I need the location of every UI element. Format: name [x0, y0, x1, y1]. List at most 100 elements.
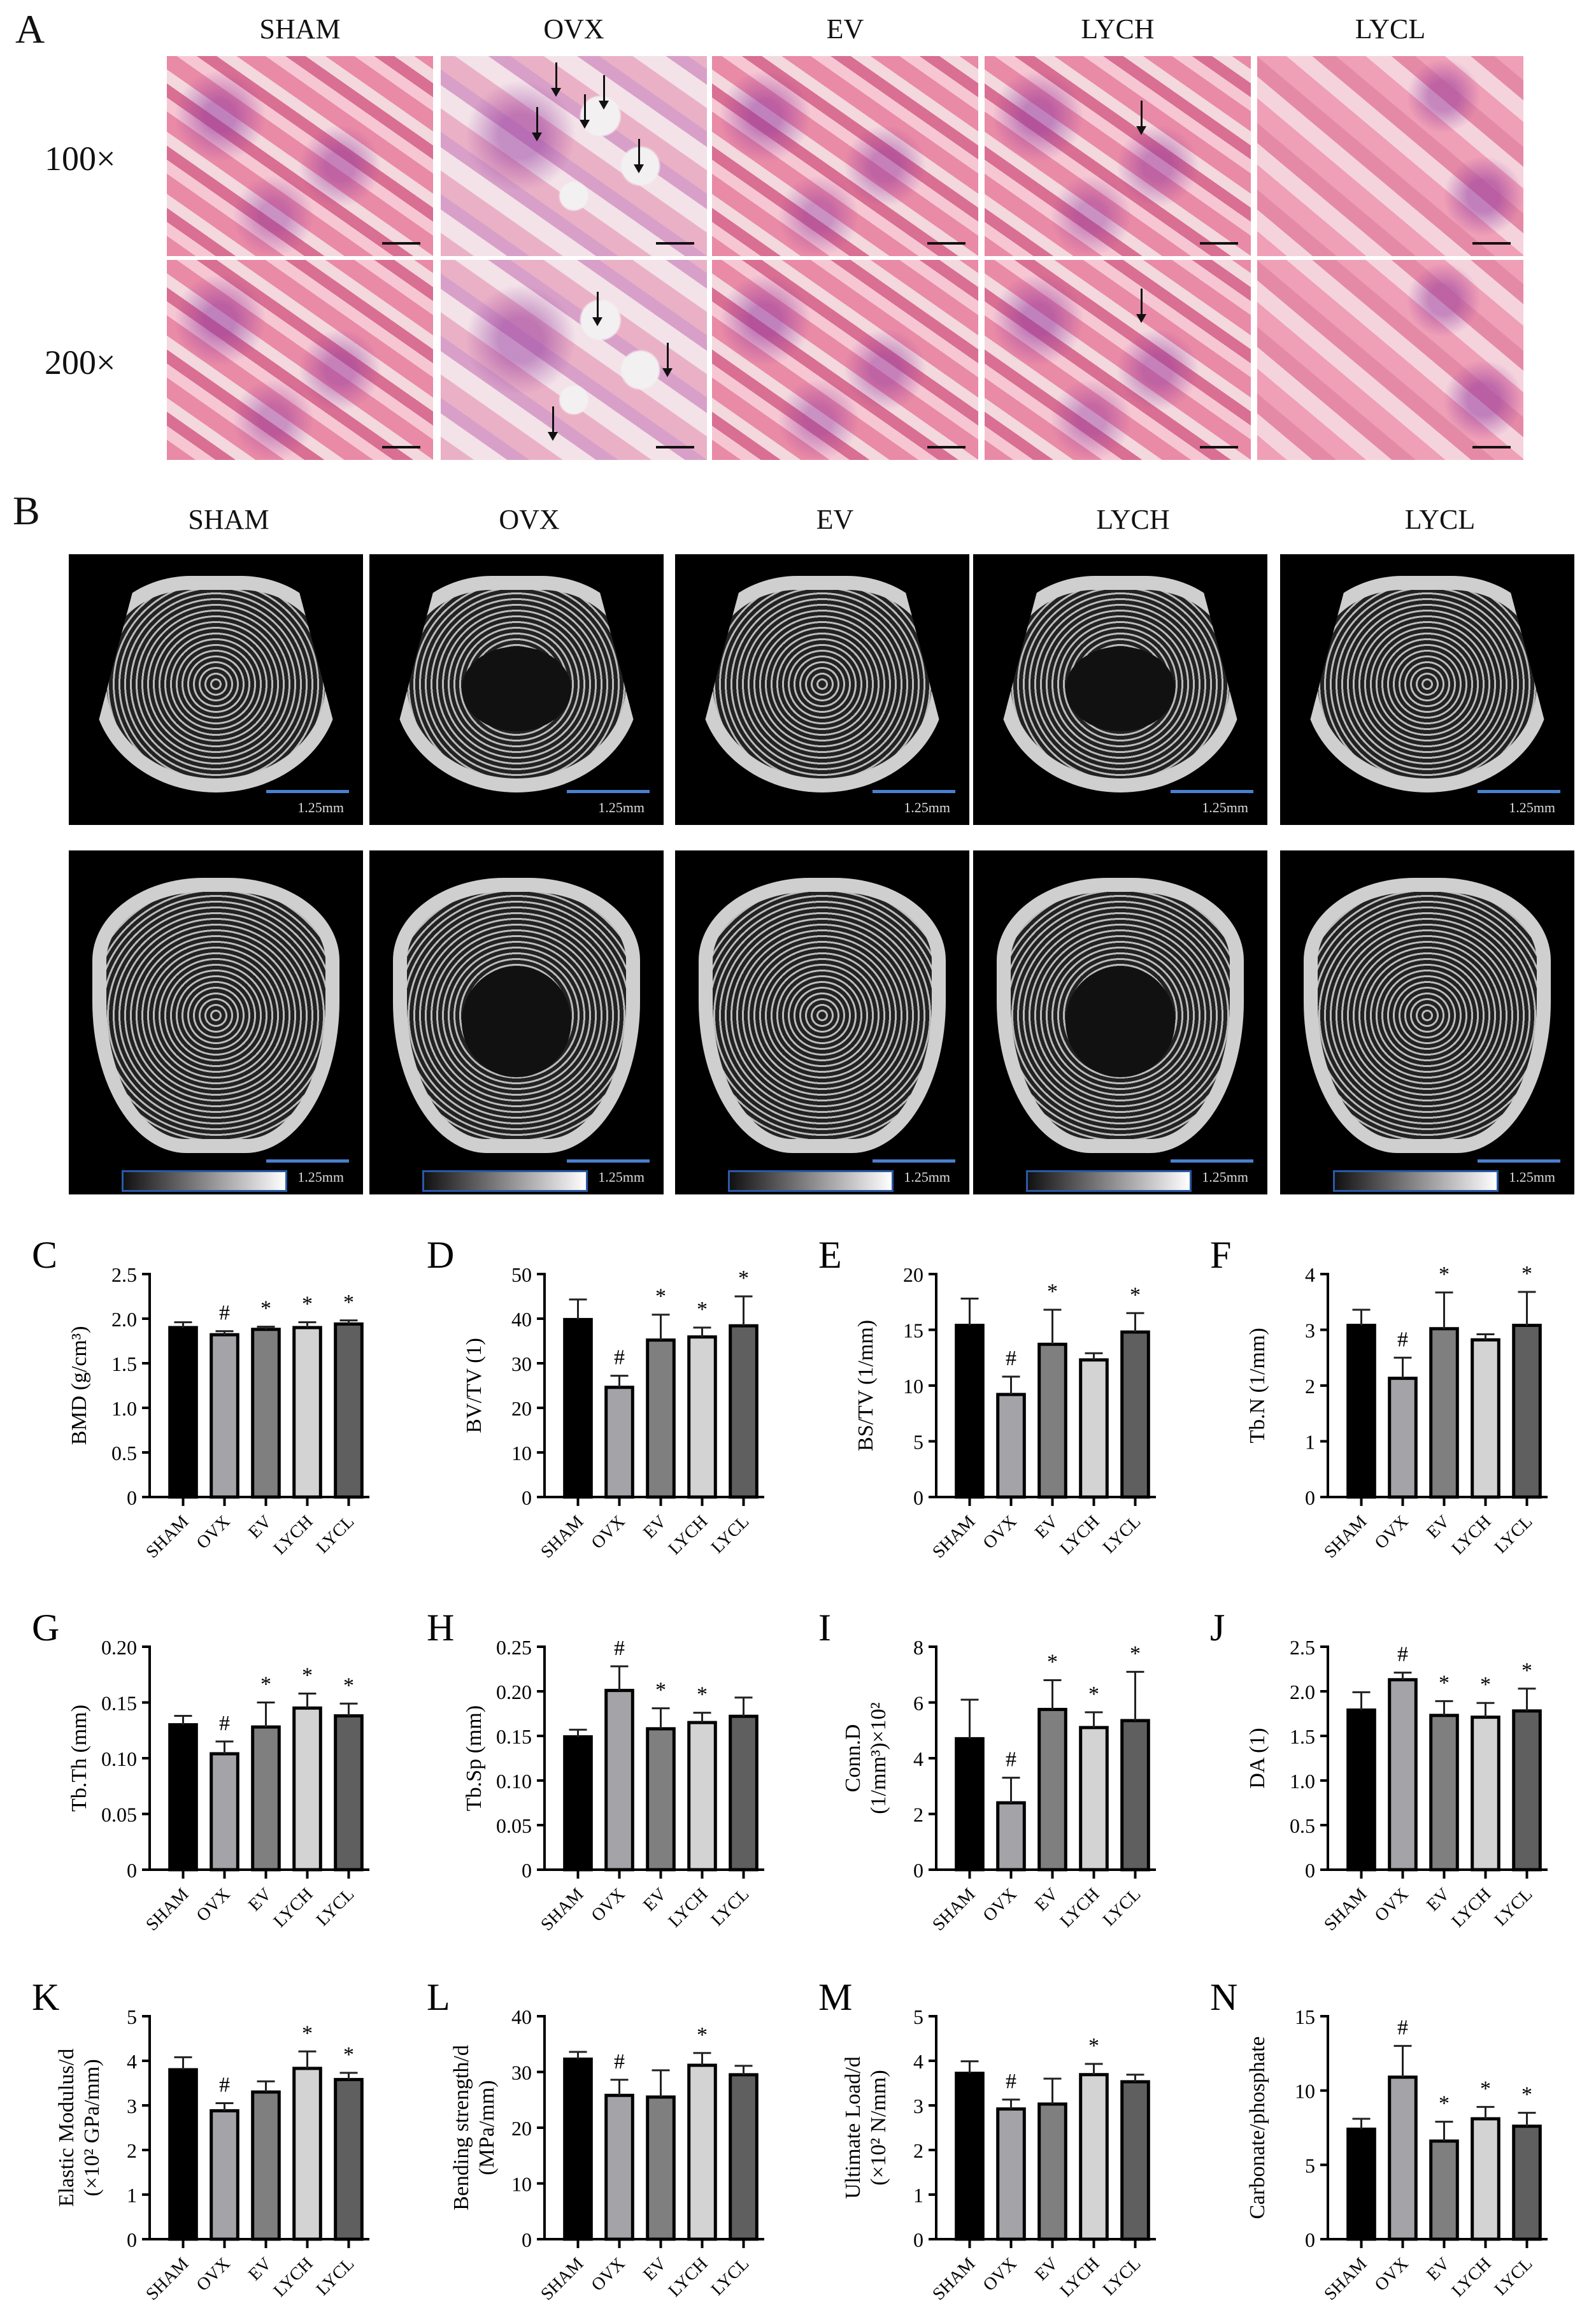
scale-bar-label: 1.25mm: [904, 799, 950, 815]
x-tick-label: OVX: [193, 1884, 234, 1926]
panel-a-letter: A: [15, 6, 45, 52]
y-tick-label: 3: [913, 2095, 923, 2118]
bar-chart-k: K Elastic Modulus/d (×10² GPa/mm) 0 1 2 3 4 5 SHA…: [13, 1965, 395, 2322]
panel-b-column-header: EV: [816, 504, 854, 535]
y-tick-label: 3: [1305, 1319, 1315, 1342]
x-tick-label: LYCL: [313, 1512, 359, 1558]
scale-bar: [266, 790, 349, 793]
y-tick-label: 15: [903, 1319, 923, 1342]
bar: [1120, 1330, 1150, 1499]
panel-letter: M: [818, 1976, 852, 2018]
significance-mark: *: [655, 1679, 666, 1702]
y-tick-label: 20: [903, 1263, 923, 1286]
bar-chart-l: L Bending strength/d (MPa/mm) 0 10 20 30 40 SHAM…: [408, 1965, 790, 2322]
x-tick-label: EV: [639, 2254, 670, 2284]
panel-b-column-header: SHAM: [188, 504, 269, 535]
x-tick-label: OVX: [980, 1884, 1021, 1926]
scale-bar: [927, 242, 965, 245]
bone-structure: [996, 576, 1244, 792]
arrow-marker-icon: [592, 292, 602, 326]
x-tick-label: LYCH: [1448, 2254, 1495, 2301]
y-tick-label: 6: [913, 1692, 923, 1715]
y-tick-label: 20: [511, 1397, 532, 1420]
significance-mark: #: [219, 2074, 230, 2097]
x-tick-label: LYCH: [665, 2254, 712, 2301]
significance-mark: #: [614, 2050, 625, 2074]
scale-bar: [1472, 242, 1511, 245]
y-tick-label: 0: [522, 1486, 532, 1509]
y-axis-label: BV/TV (1): [462, 1338, 486, 1433]
significance-mark: *: [1439, 1263, 1450, 1286]
bar: [729, 1714, 759, 1872]
bar-chart-g: G Tb.Th (mm) 0 0.05 0.10 0.15 0.20 SHAM # OVX * EV *…: [13, 1596, 395, 1953]
x-tick-label: OVX: [1371, 2254, 1413, 2295]
microct-coronal-image: 1.25mm: [973, 850, 1267, 1194]
he-histology-image: [985, 260, 1251, 460]
y-tick-label: 4: [127, 2050, 137, 2073]
y-tick-label: 0.5: [111, 1442, 137, 1465]
x-tick-label: OVX: [588, 1512, 629, 1553]
significance-mark: *: [1521, 2083, 1532, 2107]
panel-a-column-header: LYCL: [1355, 13, 1426, 45]
bar: [334, 1714, 364, 1872]
arrow-marker-icon: [662, 343, 673, 377]
bar: [1037, 1342, 1067, 1499]
bar-chart-d: D BV/TV (1) 0 10 20 30 40 50 SHAM # OVX * EV * LYCH * LY…: [408, 1223, 790, 1580]
significance-mark: *: [655, 1285, 666, 1308]
y-tick-label: 30: [511, 1352, 532, 1375]
x-tick-label: LYCH: [665, 1884, 712, 1931]
bar: [646, 2095, 676, 2241]
scale-bar-label: 1.25mm: [1509, 799, 1555, 815]
x-tick-label: SHAM: [142, 1884, 192, 1935]
y-tick-label: 10: [511, 1442, 532, 1465]
bar-chart-c: C BMD (g/cm³) 0 0.5 1.0 1.5 2.0 2.5 SHAM # OVX * EV *…: [13, 1223, 395, 1580]
y-axis-label: (1/mm³)×10²: [867, 1702, 890, 1814]
bar: [251, 1725, 281, 1872]
scale-bar: [567, 790, 650, 793]
bar: [292, 2067, 322, 2241]
scale-bar: [1472, 446, 1511, 448]
significance-mark: #: [1397, 1328, 1408, 1351]
bar: [604, 1386, 634, 1499]
y-tick-label: 0.10: [496, 1770, 532, 1793]
y-tick-label: 0.15: [101, 1692, 137, 1715]
panel-letter: E: [818, 1234, 842, 1276]
bar: [1346, 1324, 1376, 1499]
bar: [292, 1326, 322, 1499]
bar-chart-n: N Carbonate/phosphate 0 5 10 15 SHAM # OVX * EV * LY…: [1191, 1965, 1573, 2322]
bar: [334, 2077, 364, 2241]
y-axis-label: (MPa/mm): [475, 2080, 499, 2175]
y-axis-label: Conn.D: [841, 1724, 865, 1793]
x-tick-label: LYCL: [1099, 1512, 1145, 1558]
y-axis-label: (×10² N/mm): [867, 2070, 890, 2185]
y-tick-label: 1: [913, 2184, 923, 2207]
scale-bar: [1200, 242, 1238, 245]
scale-bar: [873, 790, 955, 793]
y-tick-label: 2.5: [1290, 1636, 1315, 1659]
x-tick-label: SHAM: [537, 2254, 587, 2304]
y-axis-label: BMD (g/cm³): [68, 1326, 91, 1445]
microct-coronal-image: 1.25mm: [369, 850, 664, 1194]
y-tick-label: 4: [913, 1747, 923, 1770]
panel-b-letter: B: [13, 488, 40, 533]
x-tick-label: LYCH: [1448, 1512, 1495, 1559]
bar: [563, 1735, 593, 1872]
panel-a-column-header: OVX: [543, 13, 604, 45]
bone-structure: [92, 576, 340, 792]
bar: [604, 1689, 634, 1872]
x-tick-label: LYCL: [313, 2254, 359, 2300]
grayscale-colorbar: [1333, 1170, 1499, 1192]
significance-mark: *: [697, 2023, 708, 2047]
y-tick-label: 4: [1305, 1263, 1315, 1286]
x-tick-label: SHAM: [142, 1512, 192, 1562]
scale-bar: [656, 242, 694, 245]
x-tick-label: OVX: [1371, 1884, 1413, 1926]
scale-bar-label: 1.25mm: [1202, 799, 1248, 815]
y-tick-label: 2: [1305, 1375, 1315, 1398]
y-axis-label: Tb.Th (mm): [68, 1705, 91, 1812]
significance-mark: #: [1006, 1347, 1016, 1370]
y-tick-label: 0: [127, 2228, 137, 2251]
y-axis-label: BS/TV (1/mm): [854, 1320, 878, 1451]
y-tick-label: 10: [1295, 2080, 1315, 2103]
x-tick-label: SHAM: [1320, 1884, 1371, 1935]
